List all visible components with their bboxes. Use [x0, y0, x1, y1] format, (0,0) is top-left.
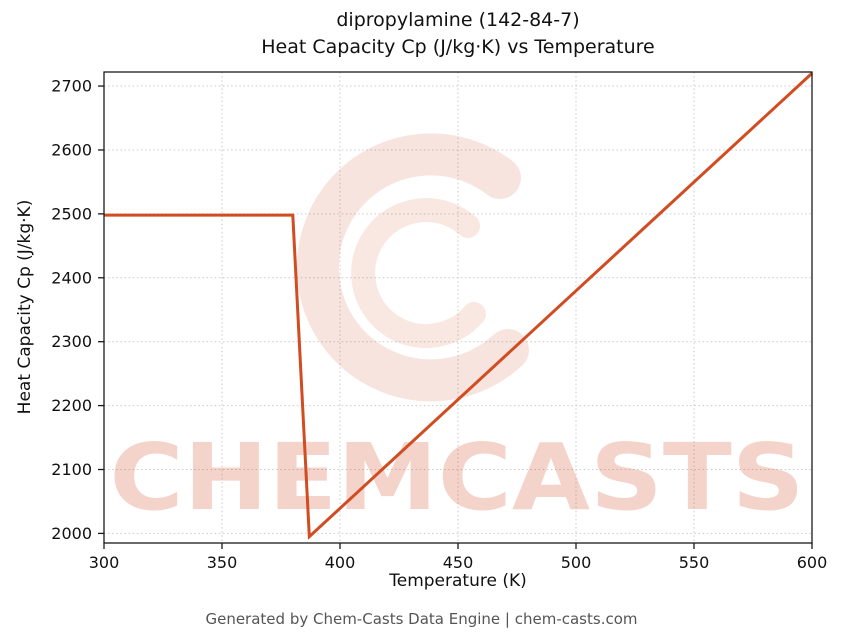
- svg-text:400: 400: [325, 553, 356, 572]
- svg-text:2700: 2700: [51, 77, 92, 96]
- svg-text:300: 300: [89, 553, 120, 572]
- data-line: [104, 72, 814, 540]
- watermark: CHEMCASTS: [110, 133, 805, 531]
- svg-text:350: 350: [207, 553, 238, 572]
- svg-text:2600: 2600: [51, 140, 92, 159]
- y-axis-label: Heat Capacity Cp (J/kg·K): [15, 199, 35, 415]
- svg-text:2400: 2400: [51, 268, 92, 287]
- tick-marks: [98, 85, 813, 549]
- x-axis-label: Temperature (K): [389, 571, 527, 591]
- x-tick-labels: 300 350 400 450 500 550 600: [89, 553, 828, 572]
- footer-attribution: Generated by Chem-Casts Data Engine | ch…: [205, 610, 638, 628]
- c-logo-icon: [296, 133, 529, 402]
- svg-text:2200: 2200: [51, 396, 92, 415]
- chart-title: dipropylamine (142-84-7) Heat Capacity C…: [104, 7, 812, 61]
- svg-text:2300: 2300: [51, 332, 92, 351]
- y-tick-labels: 2000 2100 2200 2300 2400 2500 2600 2700: [51, 77, 92, 543]
- svg-text:600: 600: [797, 553, 828, 572]
- svg-text:2100: 2100: [51, 460, 92, 479]
- svg-text:450: 450: [443, 553, 474, 572]
- svg-text:2000: 2000: [51, 524, 92, 543]
- chart-title-line1: dipropylamine (142-84-7): [336, 9, 580, 31]
- c-logo-inner-arc-icon: [351, 198, 486, 349]
- svg-text:2500: 2500: [51, 204, 92, 223]
- chart-title-line2: Heat Capacity Cp (J/kg·K) vs Temperature: [261, 36, 655, 58]
- svg-text:500: 500: [561, 553, 592, 572]
- watermark-text: CHEMCASTS: [110, 424, 805, 531]
- svg-text:550: 550: [679, 553, 710, 572]
